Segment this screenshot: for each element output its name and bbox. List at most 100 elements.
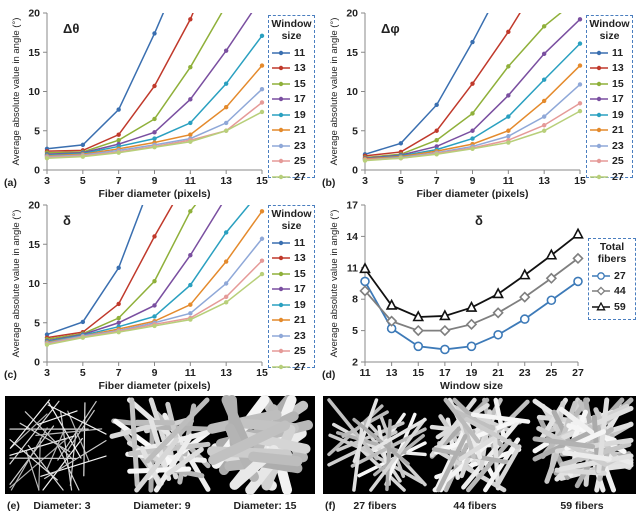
x-tick-label: 11 <box>359 367 370 379</box>
marker <box>80 154 86 159</box>
fiber <box>328 433 373 454</box>
marker <box>412 324 424 337</box>
x-tick-label: 7 <box>116 175 122 187</box>
marker <box>398 156 404 161</box>
panel-label: (d) <box>322 369 335 381</box>
marker <box>116 301 121 307</box>
legend-swatch <box>590 112 608 117</box>
legend-swatch <box>592 301 610 311</box>
fiber <box>9 435 75 456</box>
legend-item: 15 <box>587 76 632 92</box>
y-tick-label: 10 <box>346 86 358 98</box>
legend: Window size 11 13 15 17 19 21 23 25 27 <box>268 205 315 373</box>
legend-label: 27 <box>294 360 306 373</box>
marker <box>223 259 229 264</box>
y-tick-label: 15 <box>28 47 40 59</box>
marker <box>359 262 371 274</box>
legend-label: 21 <box>294 124 306 137</box>
legend-item: 15 <box>269 266 314 282</box>
marker <box>398 141 404 146</box>
marker <box>116 320 121 325</box>
marker <box>440 344 450 355</box>
marker <box>278 128 284 133</box>
marker <box>492 307 504 319</box>
legend-item: 25 <box>587 154 632 170</box>
fiber <box>558 453 634 472</box>
y-tick-label: 20 <box>28 8 40 20</box>
legend-label: 25 <box>612 155 624 168</box>
marker <box>470 111 475 116</box>
marker <box>188 132 193 137</box>
fiber <box>558 406 595 435</box>
legend-label: 15 <box>294 267 306 280</box>
marker <box>259 109 265 115</box>
legend-item: 23 <box>269 138 314 154</box>
legend-label: 15 <box>612 77 624 90</box>
marker <box>223 105 229 110</box>
legend-label: 17 <box>294 283 306 296</box>
chart-title: δ <box>63 213 71 228</box>
legend-swatch <box>590 50 608 55</box>
image-caption: Diameter: 15 <box>233 500 296 512</box>
legend-swatch <box>272 50 290 55</box>
marker <box>80 142 86 148</box>
legend-item: 27 <box>269 169 314 185</box>
x-tick-label: 25 <box>546 367 558 379</box>
marker <box>152 323 157 329</box>
marker <box>470 81 475 86</box>
legend-item: 59 <box>589 299 635 315</box>
series-group <box>359 227 584 355</box>
legend-label: 44 <box>614 285 626 298</box>
fiber <box>248 451 303 467</box>
y-tick-label: 14 <box>346 231 358 243</box>
marker <box>259 271 265 277</box>
legend-label: 19 <box>612 108 624 121</box>
x-tick-label: 11 <box>503 175 514 187</box>
fiber <box>166 446 204 477</box>
legend-swatch <box>272 333 290 338</box>
legend-item: 21 <box>587 123 632 139</box>
marker <box>519 314 530 324</box>
image-caption: 44 fibers <box>453 500 496 512</box>
legend-label: 21 <box>294 314 306 327</box>
legend-label: 19 <box>294 108 306 121</box>
marker <box>278 112 284 117</box>
x-tick-label: 11 <box>185 175 196 187</box>
legend-item: 27 <box>589 268 635 284</box>
legend-item: 21 <box>269 123 314 139</box>
marker <box>541 98 547 104</box>
fiber <box>352 417 410 466</box>
marker <box>506 29 511 35</box>
marker <box>541 114 547 119</box>
fiber <box>354 442 406 492</box>
legend-label: 23 <box>612 139 624 152</box>
fiber <box>37 410 78 426</box>
marker <box>259 258 265 263</box>
x-axis-label: Fiber diameter (pixels) <box>416 188 528 200</box>
panel-label: (e) <box>7 500 20 512</box>
legend-item: 11 <box>269 45 314 61</box>
series-group <box>44 13 265 161</box>
legend-swatch <box>590 143 608 148</box>
marker <box>413 341 424 352</box>
legend-item: 13 <box>269 61 314 77</box>
marker <box>44 342 50 347</box>
marker <box>434 137 439 143</box>
x-tick-label: 9 <box>152 367 158 379</box>
legend-swatch <box>590 159 608 164</box>
marker <box>152 145 157 150</box>
marker <box>470 39 475 45</box>
marker <box>278 159 284 164</box>
legend-label: 23 <box>294 329 306 342</box>
legend-title: Window size <box>589 18 630 42</box>
marker <box>470 136 475 141</box>
fiber <box>464 416 520 450</box>
marker <box>470 128 475 133</box>
marker <box>506 93 511 98</box>
series-line <box>46 13 194 152</box>
legend-swatch <box>592 271 610 280</box>
x-tick-label: 13 <box>220 175 232 187</box>
marker <box>385 298 398 310</box>
marker <box>278 240 284 245</box>
marker <box>116 315 121 321</box>
